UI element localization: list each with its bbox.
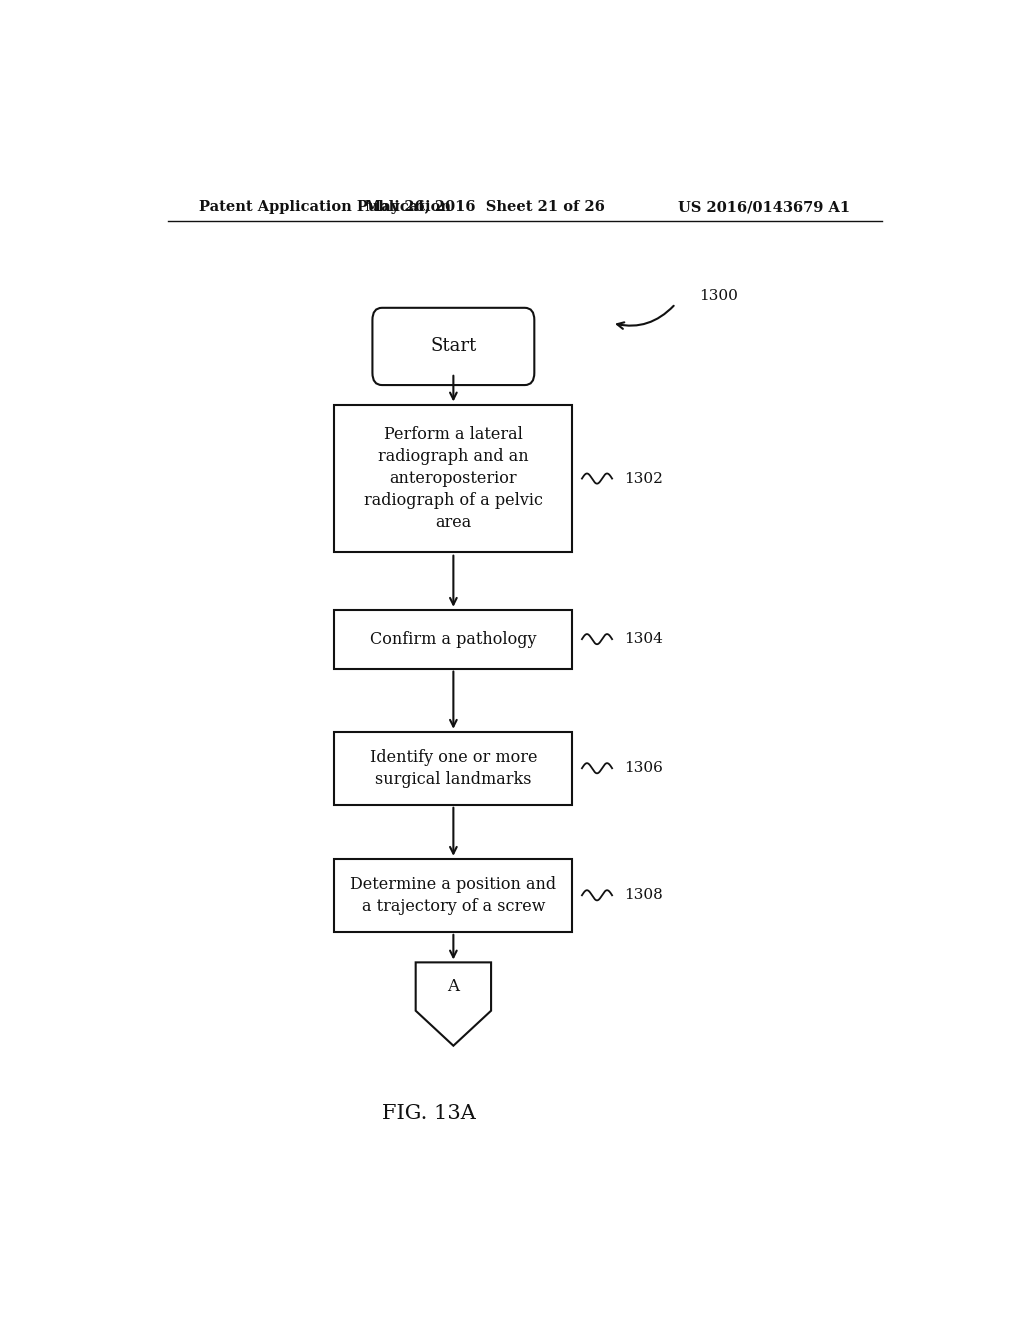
Bar (334, 405, 572, 552)
Text: Identify one or more
surgical landmarks: Identify one or more surgical landmarks (370, 748, 538, 788)
Text: 1300: 1300 (699, 289, 738, 302)
Text: Determine a position and
a trajectory of a screw: Determine a position and a trajectory of… (350, 875, 556, 915)
Text: 1304: 1304 (624, 632, 663, 647)
Text: Perform a lateral
radiograph and an
anteroposterior
radiograph of a pelvic
area: Perform a lateral radiograph and an ante… (364, 425, 543, 532)
Text: Patent Application Publication: Patent Application Publication (200, 201, 452, 214)
Text: Start: Start (430, 338, 476, 355)
Bar (334, 731, 572, 805)
Text: 1308: 1308 (624, 888, 663, 903)
Text: Confirm a pathology: Confirm a pathology (370, 631, 537, 648)
Text: A: A (447, 978, 460, 995)
Text: 1306: 1306 (624, 762, 663, 775)
Polygon shape (416, 962, 492, 1045)
Text: May 26, 2016  Sheet 21 of 26: May 26, 2016 Sheet 21 of 26 (366, 201, 605, 214)
FancyBboxPatch shape (373, 308, 535, 385)
Bar (334, 859, 572, 932)
Bar (334, 610, 572, 669)
Text: US 2016/0143679 A1: US 2016/0143679 A1 (678, 201, 850, 214)
Text: FIG. 13A: FIG. 13A (382, 1105, 476, 1123)
Text: 1302: 1302 (624, 471, 663, 486)
